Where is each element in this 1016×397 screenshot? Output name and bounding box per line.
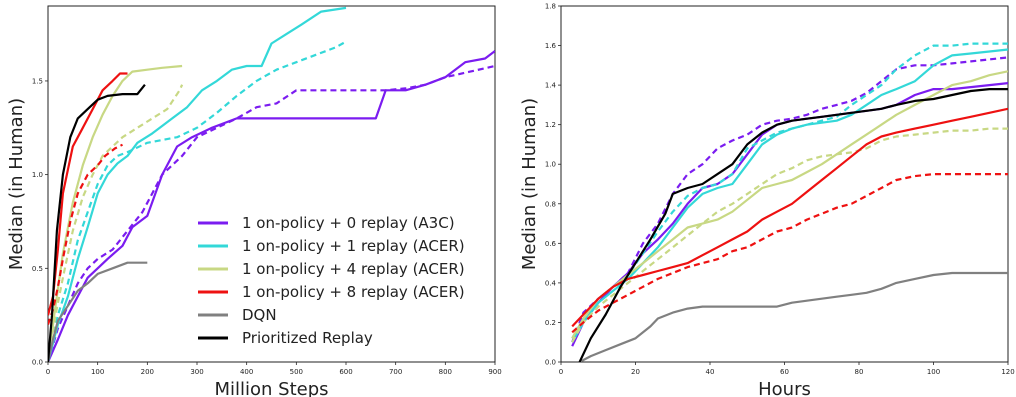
y-tick-label: 0.4 (545, 279, 557, 287)
x-tick-label: 800 (439, 368, 452, 376)
x-tick-label: 600 (339, 368, 352, 376)
y-tick-label: 0.0 (545, 359, 556, 367)
legend-item: 1 on-policy + 1 replay (ACER) (198, 237, 465, 255)
x-axis-label: Million Steps (214, 379, 328, 397)
series-group (571, 42, 1008, 362)
y-tick-label: 1.0 (545, 161, 556, 169)
legend-item: 1 on-policy + 0 replay (A3C) (198, 214, 455, 232)
series-line-6 (48, 72, 128, 316)
y-tick-label: 0.8 (545, 200, 556, 208)
legend-label: 1 on-policy + 4 replay (ACER) (242, 260, 465, 278)
legend-label: 1 on-policy + 1 replay (ACER) (242, 237, 465, 255)
y-tick-label: 1.2 (545, 121, 556, 129)
plot-frame (47, 5, 496, 363)
y-tick-label: 1.5 (32, 77, 43, 85)
legend-label: Prioritized Replay (242, 329, 373, 347)
series-line-6 (571, 107, 1008, 328)
series-line-1 (571, 56, 1008, 343)
y-tick-label: 1.6 (545, 42, 557, 50)
x-tick-label: 100 (91, 368, 104, 376)
y-tick-label: 1.8 (545, 3, 556, 11)
legend-label: 1 on-policy + 0 replay (A3C) (242, 214, 455, 232)
series-line-0 (48, 50, 495, 362)
x-tick-label: 500 (290, 368, 303, 376)
series-line-3 (48, 40, 347, 362)
y-axis-label: Median (in Human) (6, 98, 27, 270)
y-tick-label: 1.0 (32, 171, 43, 179)
x-tick-label: 120 (1001, 368, 1014, 376)
series-line-9 (578, 88, 1008, 362)
series-group (48, 6, 495, 362)
legend-item: Prioritized Replay (198, 329, 373, 347)
x-tick-label: 300 (190, 368, 203, 376)
plot-frame (560, 5, 1009, 363)
legend-item: 1 on-policy + 8 replay (ACER) (198, 283, 465, 301)
series-line-1 (48, 64, 495, 362)
y-axis-label: Median (in Human) (519, 98, 540, 270)
series-line-4 (48, 64, 183, 362)
y-tick-label: 0.5 (32, 265, 43, 273)
legend-label: DQN (242, 306, 277, 324)
y-tick-label: 1.4 (545, 82, 557, 90)
x-tick-label: 0 (46, 368, 50, 376)
series-line-8 (48, 261, 148, 362)
series-line-4 (571, 70, 1008, 339)
x-tick-label: 80 (855, 368, 864, 376)
y-tick-label: 0.6 (545, 240, 557, 248)
series-line-2 (48, 6, 347, 362)
series-line-8 (579, 271, 1008, 362)
x-tick-label: 60 (780, 368, 789, 376)
y-tick-label: 0.2 (545, 319, 556, 327)
legend-label: 1 on-policy + 8 replay (ACER) (242, 283, 465, 301)
legend-item: DQN (198, 306, 277, 324)
legend-item: 1 on-policy + 4 replay (ACER) (198, 260, 465, 278)
x-tick-label: 40 (706, 368, 715, 376)
x-tick-label: 200 (141, 368, 154, 376)
legend: 1 on-policy + 0 replay (A3C) 1 on-policy … (198, 214, 465, 347)
x-tick-label: 900 (488, 368, 501, 376)
chart-left: 0 100 200 300 400 500 600 700 800 900 0.0 0.5 1.0 1.5… (6, 5, 502, 397)
chart-right: 0 20 40 60 80 100 120 0.0 0.2 0.4 0.6 0.8 1.0 1.2 1.4 1… (519, 3, 1015, 397)
x-tick-label: 400 (240, 368, 253, 376)
x-tick-label: 700 (389, 368, 402, 376)
series-line-3 (571, 42, 1008, 339)
x-tick-label: 20 (631, 368, 640, 376)
series-line-9 (48, 84, 146, 362)
x-axis-label: Hours (758, 379, 811, 397)
series-line-5 (571, 127, 1008, 343)
series-line-5 (48, 84, 184, 362)
x-tick-label: 0 (559, 368, 563, 376)
x-tick-label: 100 (927, 368, 940, 376)
y-tick-label: 0.0 (32, 359, 43, 367)
series-line-2 (571, 48, 1008, 343)
series-line-7 (48, 143, 123, 325)
series-line-7 (571, 173, 1008, 334)
